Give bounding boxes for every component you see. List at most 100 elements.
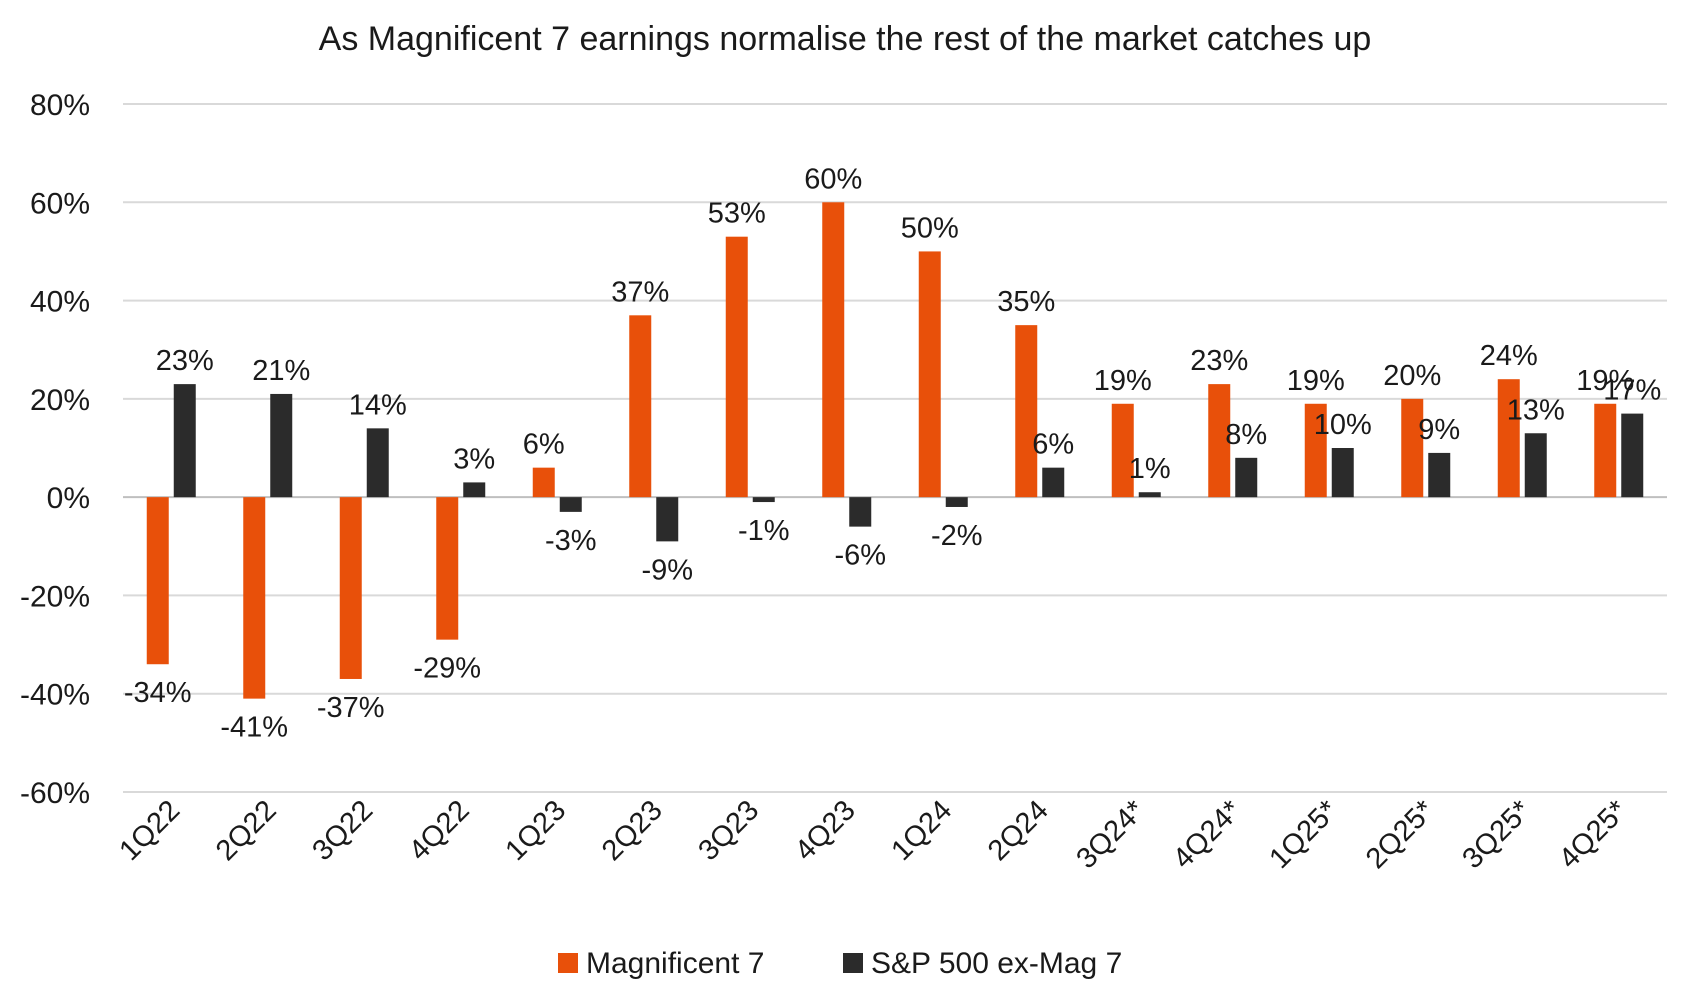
bar-sp500-ex-mag7-4Q24	[1235, 457, 1258, 498]
bar-sp500-ex-mag7-4Q23	[849, 497, 872, 527]
data-label: 1%	[1129, 453, 1171, 485]
bar-sp500-ex-mag7-1Q24	[945, 497, 968, 507]
data-label: 8%	[1225, 419, 1267, 451]
bar-magnificent-7-4Q22	[436, 497, 459, 640]
data-label: -9%	[641, 554, 693, 586]
data-label: -2%	[931, 520, 983, 552]
y-tick-label: 0%	[47, 482, 90, 515]
bar-sp500-ex-mag7-1Q23	[559, 497, 582, 512]
x-tick-label: 2Q22	[210, 794, 283, 867]
data-label: 19%	[1287, 365, 1345, 397]
x-axis-ticks: 1Q22 2Q22 3Q22 4Q22 1Q23 2Q23 3Q23 4Q23 1Q24 2Q24…	[113, 794, 1633, 875]
bar-magnificent-7-4Q25	[1594, 403, 1617, 498]
data-label: 23%	[156, 345, 214, 377]
y-tick-label: 40%	[30, 286, 90, 319]
data-label: -34%	[124, 677, 192, 709]
legend: Magnificent 7 S&P 500 ex-Mag 7	[558, 947, 1122, 980]
x-tick-label: 1Q25*	[1263, 794, 1344, 875]
data-label: 6%	[1032, 429, 1074, 461]
data-label: -41%	[220, 712, 288, 744]
bar-magnificent-7-1Q23	[532, 467, 555, 498]
bar-magnificent-7-2Q25	[1401, 398, 1424, 498]
bar-sp500-ex-mag7-4Q25	[1621, 413, 1644, 498]
x-tick-label: 3Q25*	[1456, 794, 1537, 875]
data-label: 10%	[1314, 409, 1372, 441]
x-tick-label: 2Q24	[982, 794, 1055, 867]
bar-magnificent-7-4Q23	[822, 202, 845, 498]
data-label: -6%	[834, 540, 886, 572]
bar-sp500-ex-mag7-3Q23	[752, 497, 775, 503]
bar-sp500-ex-mag7-3Q24	[1138, 492, 1161, 498]
legend-label-magnificent-7: Magnificent 7	[586, 947, 764, 980]
y-tick-label: -60%	[20, 777, 90, 810]
bar-sp500-ex-mag7-2Q23	[656, 497, 679, 542]
data-labels: -34% -41% -37% -29% 6% 37% 53% 60% 50% 35% 19% 23% 1…	[124, 163, 1661, 743]
gridlines	[123, 103, 1667, 793]
data-label: 19%	[1576, 365, 1634, 397]
bar-sp500-ex-mag7-1Q25	[1331, 448, 1354, 498]
bar-magnificent-7-2Q22	[243, 497, 266, 699]
data-label: -29%	[413, 653, 481, 685]
data-label: 3%	[453, 443, 495, 475]
x-tick-label: 2Q25*	[1360, 794, 1441, 875]
data-label: 53%	[708, 198, 766, 230]
x-tick-label: 3Q24*	[1070, 794, 1151, 875]
x-tick-label: 1Q22	[113, 794, 186, 867]
bar-magnificent-7-1Q25	[1304, 403, 1327, 498]
data-label: 35%	[997, 286, 1055, 318]
bar-magnificent-7-3Q23	[725, 236, 748, 498]
x-tick-label: 4Q24*	[1167, 794, 1248, 875]
bar-magnificent-7-2Q23	[629, 315, 652, 498]
data-label: 37%	[611, 276, 669, 308]
data-label: 20%	[1383, 360, 1441, 392]
data-label: -1%	[738, 515, 790, 547]
x-tick-label: 4Q25*	[1553, 794, 1634, 875]
bar-magnificent-7-3Q24	[1111, 403, 1134, 498]
data-label: 13%	[1507, 394, 1565, 426]
x-tick-label: 1Q24	[885, 794, 958, 867]
data-label: 9%	[1418, 414, 1460, 446]
legend-swatch-magnificent-7	[558, 953, 578, 973]
y-axis-ticks: -60% -40% -20% 0% 20% 40% 60% 80%	[20, 89, 90, 810]
bar-sp500-ex-mag7-2Q24	[1042, 467, 1065, 498]
x-tick-label: 3Q22	[306, 794, 379, 867]
legend-swatch-sp500-ex-mag7	[843, 953, 863, 973]
data-label: 24%	[1480, 340, 1538, 372]
x-tick-label: 4Q22	[403, 794, 476, 867]
bar-sp500-ex-mag7-2Q22	[270, 393, 293, 498]
bar-magnificent-7-1Q24	[918, 251, 941, 498]
bar-sp500-ex-mag7-1Q22	[173, 384, 196, 498]
y-tick-label: 80%	[30, 89, 90, 122]
bar-sp500-ex-mag7-2Q25	[1428, 452, 1451, 498]
bar-magnificent-7-3Q22	[339, 497, 362, 679]
data-label: 60%	[804, 163, 862, 195]
x-tick-label: 4Q23	[789, 794, 862, 867]
bar-sp500-ex-mag7-4Q22	[463, 482, 486, 498]
bar-magnificent-7-3Q25	[1497, 379, 1520, 498]
y-tick-label: -40%	[20, 679, 90, 712]
y-tick-label: 60%	[30, 187, 90, 220]
chart-title: As Magnificent 7 earnings normalise the …	[319, 20, 1372, 58]
bar-magnificent-7-1Q22	[146, 497, 169, 665]
bars	[146, 202, 1644, 699]
x-tick-label: 3Q23	[692, 794, 765, 867]
data-label: -37%	[317, 692, 385, 724]
data-label: 14%	[349, 389, 407, 421]
data-label: 50%	[901, 212, 959, 244]
x-tick-label: 2Q23	[596, 794, 669, 867]
y-tick-label: 20%	[30, 384, 90, 417]
data-label: 6%	[523, 429, 565, 461]
legend-label-sp500-ex-mag7: S&P 500 ex-Mag 7	[871, 947, 1122, 980]
data-label: 23%	[1190, 345, 1248, 377]
data-label: 19%	[1094, 365, 1152, 397]
data-label: 21%	[252, 355, 310, 387]
bar-magnificent-7-4Q24	[1208, 384, 1231, 498]
bar-sp500-ex-mag7-3Q25	[1524, 433, 1547, 498]
bar-magnificent-7-2Q24	[1015, 325, 1038, 498]
bar-sp500-ex-mag7-3Q22	[366, 428, 389, 498]
data-label: 17%	[1603, 375, 1661, 407]
y-tick-label: -20%	[20, 580, 90, 613]
x-tick-label: 1Q23	[499, 794, 572, 867]
